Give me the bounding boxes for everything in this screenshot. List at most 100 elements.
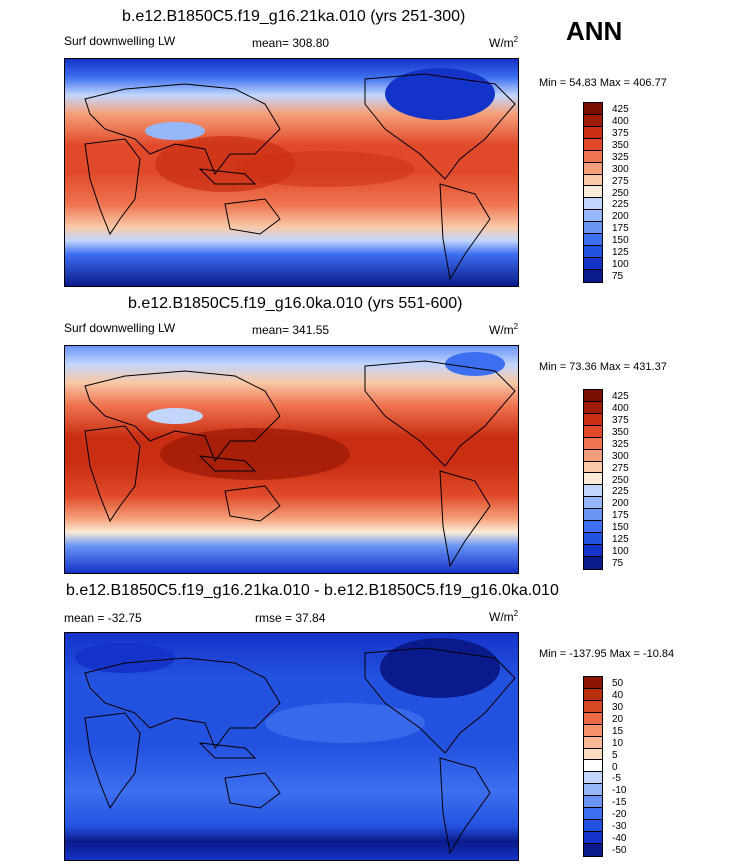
colorbar-tick-label: -50 — [612, 845, 627, 857]
colorbar-cell — [584, 114, 602, 127]
colorbar-cell — [584, 210, 602, 223]
colorbar-cell — [584, 126, 602, 139]
panel2-mean: mean= 341.55 — [252, 323, 330, 337]
panel3-laurentide-anomaly — [380, 638, 500, 698]
colorbar-tick-label: 225 — [612, 199, 629, 211]
panel2-warmpool — [160, 428, 350, 480]
colorbar-tick-label: -20 — [612, 809, 627, 821]
colorbar-tick-label: 125 — [612, 247, 629, 259]
colorbar-cell — [584, 257, 602, 270]
colorbar-tick-label: 375 — [612, 127, 629, 139]
panel3-rmse: rmse = 37.84 — [255, 611, 326, 625]
colorbar-tick-label: 425 — [612, 103, 629, 115]
colorbar-tick-label: 325 — [612, 438, 629, 450]
colorbar-tick-label: 100 — [612, 259, 629, 271]
colorbar-cell — [584, 485, 602, 498]
colorbar-cell — [584, 688, 602, 701]
colorbar-tick-label: 20 — [612, 713, 624, 725]
panel1-colorbar — [583, 102, 603, 283]
colorbar-cell — [584, 736, 602, 749]
colorbar-tick-label: -10 — [612, 785, 627, 797]
colorbar-cell — [584, 509, 602, 522]
colorbar-tick-label: 275 — [612, 175, 629, 187]
colorbar-cell — [584, 808, 602, 821]
colorbar-cell — [584, 820, 602, 832]
colorbar-tick-label: 200 — [612, 211, 629, 223]
colorbar-tick-label: 350 — [612, 139, 629, 151]
colorbar-cell — [584, 760, 602, 773]
panel2-minmax: Min = 73.36 Max = 431.37 — [539, 361, 667, 373]
panel3-colorbar — [583, 676, 603, 857]
colorbar-cell — [584, 198, 602, 211]
colorbar-cell — [584, 748, 602, 761]
colorbar-cell — [584, 246, 602, 258]
colorbar-cell — [584, 497, 602, 510]
colorbar-tick-label: 300 — [612, 450, 629, 462]
colorbar-tick-label: 375 — [612, 414, 629, 426]
panel2-variable: Surf downwelling LW — [64, 321, 176, 335]
colorbar-tick-label: 30 — [612, 701, 624, 713]
panel2-title: b.e12.B1850C5.f19_g16.0ka.010 (yrs 551-6… — [128, 295, 463, 312]
panel1-field — [65, 59, 518, 286]
colorbar-tick-label: -15 — [612, 797, 627, 809]
colorbar-tick-label: 75 — [612, 271, 624, 283]
colorbar-tick-label: -30 — [612, 821, 627, 833]
colorbar-cell — [584, 831, 602, 844]
colorbar-cell — [584, 724, 602, 737]
colorbar-cell — [584, 461, 602, 474]
panel3-minmax: Min = -137.95 Max = -10.84 — [539, 648, 675, 660]
panel1-pacific-warm — [235, 151, 415, 187]
colorbar-cell — [584, 544, 602, 557]
panel3-field — [65, 633, 518, 860]
colorbar-tick-label: 125 — [612, 534, 629, 546]
colorbar-tick-label: 100 — [612, 546, 629, 558]
colorbar-tick-label: 10 — [612, 737, 624, 749]
colorbar-tick-label: 5 — [612, 749, 618, 761]
colorbar-cell — [584, 138, 602, 151]
panel2-coastlines — [84, 360, 516, 568]
panel1-laurentide-lowfield — [385, 68, 495, 120]
colorbar-tick-label: -5 — [612, 773, 621, 785]
panel2-tibet-lowfield — [147, 408, 203, 424]
panel3-units: W/m2 — [489, 609, 519, 624]
colorbar-cell — [584, 843, 602, 856]
colorbar-cell — [584, 162, 602, 175]
panel1-variable: Surf downwelling LW — [64, 34, 176, 48]
colorbar-tick-label: 175 — [612, 510, 629, 522]
colorbar-tick-label: 325 — [612, 151, 629, 163]
panel3-mean: mean = -32.75 — [64, 611, 142, 625]
colorbar-tick-label: 200 — [612, 498, 629, 510]
colorbar-tick-label: 250 — [612, 474, 629, 486]
colorbar-tick-label: 150 — [612, 235, 629, 247]
colorbar-tick-label: 0 — [612, 761, 618, 773]
colorbar-cell — [584, 796, 602, 809]
colorbar-cell — [584, 521, 602, 534]
panel2-colorbar — [583, 389, 603, 570]
panel2-map — [64, 345, 519, 574]
colorbar-tick-label: 300 — [612, 163, 629, 175]
panel3-eurasia-anomaly — [75, 643, 175, 673]
panel1-map — [64, 58, 519, 287]
colorbar-cell — [584, 712, 602, 725]
colorbar-tick-label: 275 — [612, 462, 629, 474]
colorbar-cell — [584, 222, 602, 235]
colorbar-cell — [584, 473, 602, 486]
colorbar-cell — [584, 103, 602, 115]
colorbar-tick-label: -40 — [612, 833, 627, 845]
season-label: ANN — [566, 16, 623, 46]
panel1-title: b.e12.B1850C5.f19_g16.21ka.010 (yrs 251-… — [122, 8, 466, 25]
panel1-minmax: Min = 54.83 Max = 406.77 — [539, 77, 667, 89]
panel1-tibet-lowfield — [145, 122, 205, 140]
panel3-title: b.e12.B1850C5.f19_g16.21ka.010 - b.e12.B… — [66, 582, 559, 599]
colorbar-tick-label: 250 — [612, 187, 629, 199]
colorbar-cell — [584, 677, 602, 689]
colorbar-cell — [584, 700, 602, 713]
colorbar-cell — [584, 186, 602, 199]
colorbar-tick-label: 150 — [612, 522, 629, 534]
colorbar-tick-label: 175 — [612, 223, 629, 235]
panel3-map — [64, 632, 519, 861]
colorbar-tick-label: 50 — [612, 677, 624, 689]
colorbar-cell — [584, 150, 602, 163]
colorbar-tick-label: 40 — [612, 689, 624, 701]
panel1-coastlines — [84, 73, 516, 281]
